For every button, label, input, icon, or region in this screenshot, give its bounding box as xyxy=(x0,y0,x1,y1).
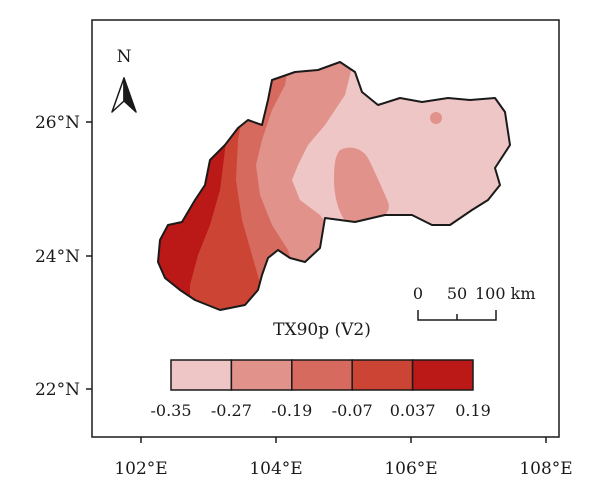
lon-label-104: 104°E xyxy=(249,459,302,479)
region-boundary xyxy=(157,61,511,311)
legend-swatch-5 xyxy=(411,359,474,391)
legend-tick-label: 0.19 xyxy=(455,401,491,420)
legend-tick-labels: -0.35 -0.27 -0.19 -0.07 0.037 0.19 xyxy=(150,401,490,420)
legend-tick-label: -0.27 xyxy=(211,401,252,420)
longitude-axis: 102°E 104°E 106°E 108°E xyxy=(114,437,573,479)
legend-swatch-1 xyxy=(170,359,233,391)
lat-label-24: 24°N xyxy=(35,247,80,267)
scale-label-100: 100 km xyxy=(475,284,536,303)
scale-label-50: 50 xyxy=(447,284,467,303)
scale-bar: 0 50 100 km xyxy=(413,284,536,321)
north-arrow-icon xyxy=(111,77,137,113)
lat-label-26: 26°N xyxy=(35,113,80,133)
legend-title: TX90p (V2) xyxy=(273,320,371,340)
legend-swatch-4 xyxy=(351,359,414,391)
legend-tick-label: -0.07 xyxy=(332,401,373,420)
legend-tick-label: 0.037 xyxy=(390,401,436,420)
legend-tick-label: -0.19 xyxy=(271,401,312,420)
zone-2-island xyxy=(334,147,389,222)
legend-colorbar xyxy=(170,359,474,391)
north-label: N xyxy=(117,47,132,67)
lon-label-108: 108°E xyxy=(519,459,572,479)
lon-label-106: 106°E xyxy=(384,459,437,479)
latitude-axis: 26°N 24°N 22°N xyxy=(35,113,92,400)
legend-swatch-3 xyxy=(291,359,353,391)
legend-tick-label: -0.35 xyxy=(150,401,191,420)
lon-label-102: 102°E xyxy=(114,459,167,479)
lat-label-22: 22°N xyxy=(35,380,80,400)
scale-label-0: 0 xyxy=(413,284,423,303)
legend-swatch-2 xyxy=(230,359,293,391)
zone-2-spot xyxy=(430,112,442,124)
